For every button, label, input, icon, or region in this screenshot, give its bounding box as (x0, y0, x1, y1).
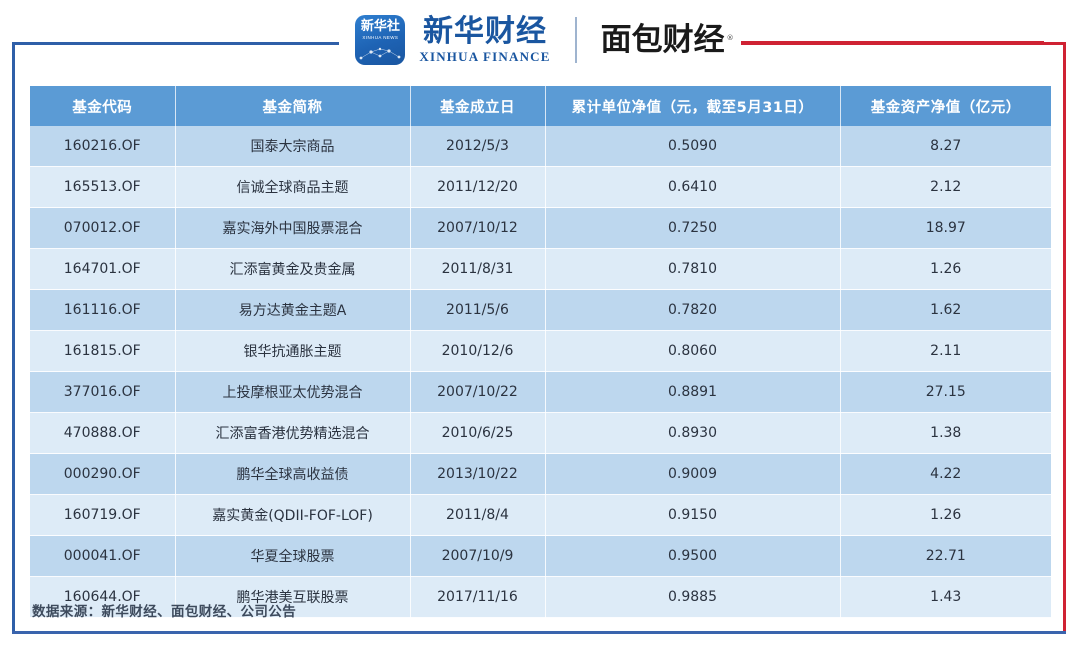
cell-inception-date: 2017/11/16 (410, 576, 546, 618)
frame-edge-left (12, 42, 15, 634)
cell-cumulative-nav: 0.7810 (545, 248, 841, 290)
cell-cumulative-nav: 0.8060 (545, 330, 841, 372)
cell-cumulative-nav: 0.7250 (545, 207, 841, 249)
table-row: 161815.OF 银华抗通胀主题 2010/12/6 0.8060 2.11 (30, 330, 1051, 372)
cell-fund-name: 鹏华全球高收益债 (175, 453, 411, 495)
cell-inception-date: 2011/8/4 (410, 494, 546, 536)
registered-mark-icon: ® (726, 34, 734, 42)
xinhua-badge-cn-label: 新华社 (360, 19, 400, 34)
table-row: 160644.OF 鹏华港美互联股票 2017/11/16 0.9885 1.43 (30, 576, 1051, 618)
cell-fund-code: 165513.OF (30, 166, 176, 208)
column-header-fund-name: 基金简称 (175, 86, 411, 126)
frame-edge-bottom (12, 631, 1066, 634)
mianbao-cn-label: 面包财经 (600, 22, 725, 58)
masthead: 新华社 XINHUA NEWS 新华财经 XINHUA FINAN (0, 0, 1080, 80)
cell-net-assets: 2.12 (840, 166, 1051, 208)
cell-fund-code: 160644.OF (30, 576, 176, 618)
cell-net-assets: 2.11 (840, 330, 1051, 372)
cell-inception-date: 2010/12/6 (410, 330, 546, 372)
column-header-net-assets: 基金资产净值（亿元） (840, 86, 1051, 126)
cell-fund-name: 汇添富香港优势精选混合 (175, 412, 411, 454)
cell-cumulative-nav: 0.6410 (545, 166, 841, 208)
cell-fund-code: 470888.OF (30, 412, 176, 454)
source-note: 数据来源：新华财经、面包财经、公司公告 (32, 604, 297, 620)
xinhua-badge-en-label: XINHUA NEWS (362, 35, 399, 40)
cell-fund-code: 164701.OF (30, 248, 176, 290)
cell-fund-code: 070012.OF (30, 207, 176, 249)
cell-cumulative-nav: 0.5090 (545, 126, 841, 167)
fund-table-container: 基金代码 基金简称 基金成立日 累计单位净值（元，截至5月31日） 基金资产净值… (30, 86, 1051, 618)
xinhua-finance-en-label: XINHUA FINANCE (419, 48, 551, 64)
column-header-cumulative-nav: 累计单位净值（元，截至5月31日） (545, 86, 841, 126)
table-header: 基金代码 基金简称 基金成立日 累计单位净值（元，截至5月31日） 基金资产净值… (30, 86, 1051, 126)
cell-fund-name: 上投摩根亚太优势混合 (175, 371, 411, 413)
cell-fund-name: 鹏华港美互联股票 (175, 576, 411, 618)
frame-edge-right (1063, 42, 1066, 634)
cell-net-assets: 1.38 (840, 412, 1051, 454)
cell-fund-name: 华夏全球股票 (175, 535, 411, 577)
table-header-row: 基金代码 基金简称 基金成立日 累计单位净值（元，截至5月31日） 基金资产净值… (30, 86, 1051, 126)
cell-net-assets: 4.22 (840, 453, 1051, 495)
cell-inception-date: 2007/10/22 (410, 371, 546, 413)
logo-row: 新华社 XINHUA NEWS 新华财经 XINHUA FINAN (339, 13, 741, 65)
cell-net-assets: 1.43 (840, 576, 1051, 618)
logo-divider (574, 17, 577, 63)
table-row: 161116.OF 易方达黄金主题A 2011/5/6 0.7820 1.62 (30, 289, 1051, 331)
cell-net-assets: 27.15 (840, 371, 1051, 413)
table-row: 470888.OF 汇添富香港优势精选混合 2010/6/25 0.8930 1.38 (30, 412, 1051, 454)
column-header-inception-date: 基金成立日 (410, 86, 546, 126)
cell-cumulative-nav: 0.9009 (545, 453, 841, 495)
cell-fund-code: 000290.OF (30, 453, 176, 495)
xinhua-finance-logo: 新华财经 XINHUA FINANCE (419, 13, 551, 65)
table-row: 165513.OF 信诚全球商品主题 2011/12/20 0.6410 2.12 (30, 166, 1051, 208)
cell-cumulative-nav: 0.9500 (545, 535, 841, 577)
cell-net-assets: 1.62 (840, 289, 1051, 331)
cell-cumulative-nav: 0.7820 (545, 289, 841, 331)
cell-inception-date: 2011/12/20 (410, 166, 546, 208)
table-body: 160216.OF 国泰大宗商品 2012/5/3 0.5090 8.27 165513.… (30, 126, 1051, 618)
cell-fund-code: 000041.OF (30, 535, 176, 577)
table-row: 160216.OF 国泰大宗商品 2012/5/3 0.5090 8.27 (30, 126, 1051, 167)
cell-fund-code: 160719.OF (30, 494, 176, 536)
cell-fund-name: 银华抗通胀主题 (175, 330, 411, 372)
cell-fund-name: 易方达黄金主题A (175, 289, 411, 331)
cell-cumulative-nav: 0.9885 (545, 576, 841, 618)
cell-fund-name: 嘉实海外中国股票混合 (175, 207, 411, 249)
cell-fund-code: 161116.OF (30, 289, 176, 331)
table-row: 377016.OF 上投摩根亚太优势混合 2007/10/22 0.8891 27.15 (30, 371, 1051, 413)
cell-net-assets: 22.71 (840, 535, 1051, 577)
cell-fund-name: 汇添富黄金及贵金属 (175, 248, 411, 290)
column-header-fund-code: 基金代码 (30, 86, 176, 126)
cell-fund-name: 国泰大宗商品 (175, 126, 411, 167)
cell-net-assets: 18.97 (840, 207, 1051, 249)
cell-inception-date: 2012/5/3 (410, 126, 546, 167)
cell-fund-name: 信诚全球商品主题 (175, 166, 411, 208)
xinhua-news-app-icon: 新华社 XINHUA NEWS (355, 15, 406, 65)
cell-cumulative-nav: 0.9150 (545, 494, 841, 536)
cell-cumulative-nav: 0.8930 (545, 412, 841, 454)
cell-inception-date: 2007/10/12 (410, 207, 546, 249)
table-row: 164701.OF 汇添富黄金及贵金属 2011/8/31 0.7810 1.26 (30, 248, 1051, 290)
cell-fund-code: 377016.OF (30, 371, 176, 413)
cell-net-assets: 8.27 (840, 126, 1051, 167)
cell-net-assets: 1.26 (840, 494, 1051, 536)
cell-cumulative-nav: 0.8891 (545, 371, 841, 413)
fund-table: 基金代码 基金简称 基金成立日 累计单位净值（元，截至5月31日） 基金资产净值… (30, 86, 1051, 618)
cell-fund-code: 160216.OF (30, 126, 176, 167)
cell-fund-name: 嘉实黄金(QDII-FOF-LOF) (175, 494, 411, 536)
table-row: 000041.OF 华夏全球股票 2007/10/9 0.9500 22.71 (30, 535, 1051, 577)
cell-inception-date: 2011/8/31 (410, 248, 546, 290)
cell-inception-date: 2011/5/6 (410, 289, 546, 331)
network-dots-icon (359, 47, 401, 60)
cell-inception-date: 2007/10/9 (410, 535, 546, 577)
cell-net-assets: 1.26 (840, 248, 1051, 290)
mianbao-finance-logo: 面包财经 ® (600, 22, 734, 58)
cell-fund-code: 161815.OF (30, 330, 176, 372)
cell-inception-date: 2013/10/22 (410, 453, 546, 495)
xinhua-finance-cn-label: 新华财经 (423, 13, 547, 49)
table-row: 000290.OF 鹏华全球高收益债 2013/10/22 0.9009 4.22 (30, 453, 1051, 495)
table-row: 160719.OF 嘉实黄金(QDII-FOF-LOF) 2011/8/4 0.915… (30, 494, 1051, 536)
cell-inception-date: 2010/6/25 (410, 412, 546, 454)
table-row: 070012.OF 嘉实海外中国股票混合 2007/10/12 0.7250 18.97 (30, 207, 1051, 249)
